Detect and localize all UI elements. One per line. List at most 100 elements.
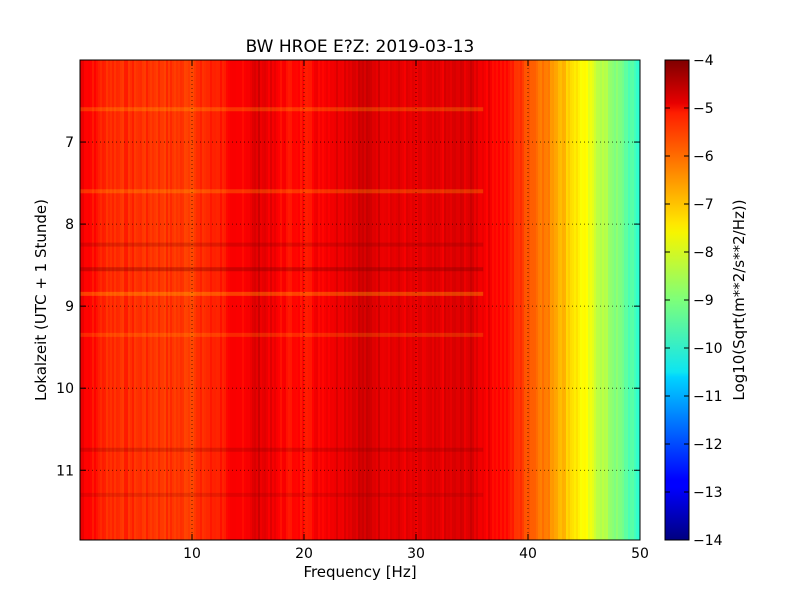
heatmap-column: [144, 60, 147, 540]
heatmap-column: [398, 60, 401, 540]
heatmap-column: [516, 60, 519, 540]
heatmap-column: [204, 60, 207, 540]
heatmap-column: [146, 60, 149, 540]
heatmap-column: [510, 60, 513, 540]
heatmap-column: [482, 60, 485, 540]
heatmap-column: [444, 60, 447, 540]
heatmap-column: [522, 60, 525, 540]
colorbar-tick-label: −13: [693, 485, 723, 501]
heatmap-column: [244, 60, 247, 540]
heatmap-column: [186, 60, 189, 540]
heatmap-column: [596, 60, 599, 540]
heatmap-column: [148, 60, 151, 540]
heatmap-column: [118, 60, 121, 540]
heatmap-column: [512, 60, 515, 540]
heatmap-column: [380, 60, 383, 540]
heatmap-column: [240, 60, 243, 540]
colorbar-tick-label: −8: [693, 245, 714, 261]
heatmap-column: [298, 60, 301, 540]
heatmap-column: [114, 60, 117, 540]
heatmap-column: [628, 60, 631, 540]
heatmap-column: [616, 60, 619, 540]
colorbar-tick-label: −11: [693, 389, 723, 405]
heatmap-column: [566, 60, 569, 540]
heatmap-column: [550, 60, 553, 540]
heatmap-column: [382, 60, 385, 540]
heatmap-column: [182, 60, 185, 540]
heatmap-column: [188, 60, 191, 540]
heatmap-time-band: [80, 267, 484, 272]
heatmap-column: [268, 60, 271, 540]
heatmap-column: [384, 60, 387, 540]
heatmap-column: [86, 60, 89, 540]
heatmap-column: [264, 60, 267, 540]
heatmap-column: [174, 60, 177, 540]
heatmap-column: [488, 60, 491, 540]
heatmap-column: [256, 60, 259, 540]
heatmap-column: [108, 60, 111, 540]
heatmap-column: [600, 60, 603, 540]
heatmap-column: [574, 60, 577, 540]
heatmap-column: [106, 60, 109, 540]
heatmap-column: [400, 60, 403, 540]
heatmap-column: [330, 60, 333, 540]
heatmap-column: [248, 60, 251, 540]
heatmap-column: [310, 60, 313, 540]
heatmap-column: [90, 60, 93, 540]
heatmap-column: [622, 60, 625, 540]
heatmap-column: [312, 60, 315, 540]
heatmap-column: [546, 60, 549, 540]
heatmap-column: [208, 60, 211, 540]
heatmap-column: [284, 60, 287, 540]
heatmap-column: [548, 60, 551, 540]
heatmap-column: [572, 60, 575, 540]
heatmap-column: [246, 60, 249, 540]
colorbar-ticks: −4 −5 −6 −7 −8 −9 −10 −11 −12 −13 −14: [665, 53, 723, 549]
heatmap-column: [412, 60, 415, 540]
heatmap-column: [524, 60, 527, 540]
heatmap-column: [540, 60, 543, 540]
x-tick-label: 50: [631, 546, 649, 562]
heatmap-column: [162, 60, 165, 540]
heatmap-column: [402, 60, 405, 540]
heatmap-column: [214, 60, 217, 540]
heatmap-time-band: [80, 189, 484, 194]
heatmap-column: [534, 60, 537, 540]
heatmap-column: [612, 60, 615, 540]
heatmap-column: [112, 60, 115, 540]
x-tick-label: 10: [183, 546, 201, 562]
heatmap-column: [326, 60, 329, 540]
heatmap-column: [80, 60, 83, 540]
heatmap-column: [210, 60, 213, 540]
heatmap-column: [126, 60, 129, 540]
heatmap-column: [340, 60, 343, 540]
heatmap-column: [368, 60, 371, 540]
heatmap-column: [626, 60, 629, 540]
heatmap-column: [630, 60, 633, 540]
heatmap-column: [222, 60, 225, 540]
heatmap-column: [364, 60, 367, 540]
heatmap-column: [406, 60, 409, 540]
y-tick-label: 11: [56, 463, 74, 479]
colorbar-tick-label: −14: [693, 533, 723, 549]
heatmap-column: [538, 60, 541, 540]
heatmap-column: [422, 60, 425, 540]
colorbar-tick-label: −6: [693, 149, 714, 165]
heatmap-column: [154, 60, 157, 540]
heatmap-column: [206, 60, 209, 540]
heatmap-column: [556, 60, 559, 540]
heatmap-column: [638, 60, 640, 540]
heatmap-column: [314, 60, 317, 540]
x-tick-label: 40: [519, 546, 537, 562]
heatmap-column: [372, 60, 375, 540]
heatmap-column: [624, 60, 627, 540]
heatmap-column: [272, 60, 275, 540]
heatmap-column: [290, 60, 293, 540]
heatmap-column: [328, 60, 331, 540]
heatmap-column: [132, 60, 135, 540]
heatmap-column: [276, 60, 279, 540]
heatmap-column: [280, 60, 283, 540]
heatmap-column: [116, 60, 119, 540]
heatmap-column: [500, 60, 503, 540]
heatmap-column: [160, 60, 163, 540]
